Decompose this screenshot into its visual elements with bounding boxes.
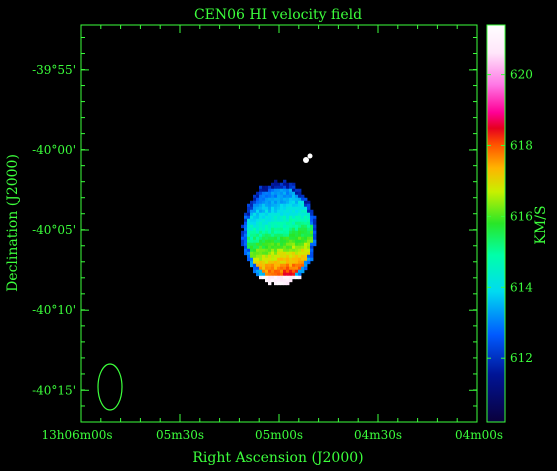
x-tick-label: 05m00s (255, 428, 303, 442)
colorbar-ramp (486, 24, 506, 423)
velocity-map (241, 153, 317, 286)
x-tick-label: 04m30s (354, 428, 402, 442)
colorbar-tick-label: 618 (510, 139, 533, 153)
y-tick-label: -40°10' (32, 303, 76, 317)
colorbar-tick-label: 620 (510, 68, 533, 82)
y-tick-label: -40°15' (32, 383, 76, 397)
beam-ellipse (97, 363, 123, 411)
x-tick-label: 04m00s (455, 428, 503, 442)
chart-title: CEN06 HI velocity field (194, 7, 362, 23)
x-axis-ticks: 13h06m00s 05m30s 05m00s 04m30s 04m00s (41, 25, 503, 442)
velocity-clump (303, 157, 309, 163)
colorbar-ticks: 612 614 616 618 620 (487, 68, 533, 365)
colorbar-tick-label: 612 (510, 351, 533, 365)
y-tick-label: -40°05' (32, 223, 76, 237)
y-tick-label: -40°00' (32, 143, 76, 157)
y-axis-label: Declination (J2000) (5, 154, 21, 292)
y-axis-ticks: -39°55' -40°00' -40°05' -40°10' -40°15' (32, 36, 477, 423)
y-tick-label: -39°55' (32, 63, 76, 77)
x-tick-label: 13h06m00s (41, 428, 112, 442)
x-axis-label: Right Ascension (J2000) (192, 450, 363, 466)
colorbar-tick-label: 616 (510, 209, 533, 223)
colorbar-tick-label: 614 (510, 280, 533, 294)
x-tick-label: 05m30s (156, 428, 204, 442)
colorbar: 612 614 616 618 620 KM/S (486, 24, 549, 423)
colorbar-label: KM/S (533, 205, 549, 244)
velocity-clump (307, 153, 313, 159)
